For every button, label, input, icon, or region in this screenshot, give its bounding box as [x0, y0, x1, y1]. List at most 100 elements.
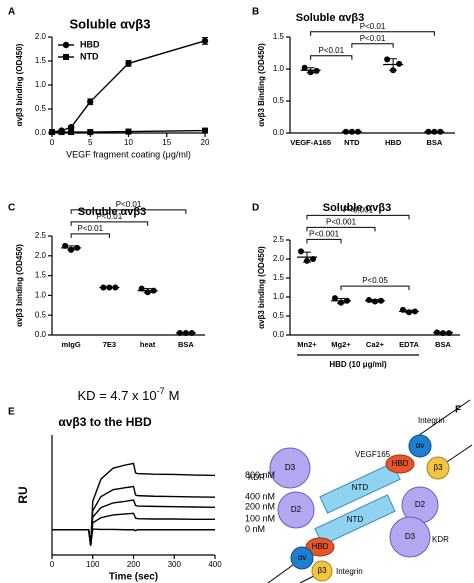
- significance-label: P<0.01: [318, 46, 344, 55]
- panel-label: C: [8, 203, 15, 214]
- series-label: 100 nM: [245, 514, 275, 524]
- dot: [354, 128, 361, 135]
- x-tick-label: Ca2+: [366, 340, 385, 349]
- annotation-text: KD = 4.7 x 10: [78, 388, 157, 403]
- x-tick-label: BSA: [435, 340, 451, 349]
- significance-label: P<0.01: [116, 200, 142, 209]
- dot: [437, 128, 444, 135]
- x-tick-label: EDTA: [399, 340, 419, 349]
- significance-label: P<0.01: [77, 224, 103, 233]
- x-tick-label: VEGF-A165: [290, 138, 331, 147]
- marker: [87, 129, 94, 136]
- dot: [298, 248, 304, 255]
- annotation-exponent: -7: [157, 386, 165, 396]
- dot: [412, 308, 418, 315]
- y-tick-label: 2.0: [35, 251, 47, 260]
- panel-label: D: [252, 203, 259, 214]
- y-tick-label: 1.0: [273, 292, 285, 301]
- series-line: [52, 462, 216, 546]
- chart-title: Soluble αvβ3: [323, 202, 392, 214]
- dot: [431, 128, 438, 135]
- dot: [182, 330, 189, 337]
- dot: [313, 67, 320, 74]
- diagram-label: β3: [317, 566, 327, 575]
- dot: [106, 284, 113, 291]
- y-tick-label: 0.0: [35, 330, 47, 339]
- series-line: [51, 40, 206, 133]
- significance-bracket: [306, 214, 410, 220]
- y-tick-label: 1.5: [35, 56, 47, 65]
- x-tick-label: 200: [127, 560, 141, 569]
- diagram-label: NTD: [347, 515, 364, 524]
- x-tick-label: Mg2+: [331, 340, 351, 349]
- x-tick-label: 10: [124, 138, 133, 147]
- marker: [201, 37, 209, 45]
- significance-bracket: [306, 238, 342, 244]
- dot: [434, 329, 440, 336]
- y-tick-label: 0.5: [35, 104, 47, 113]
- dot: [400, 306, 406, 313]
- dot: [390, 67, 397, 74]
- series-line: [52, 528, 215, 546]
- dot: [446, 330, 452, 337]
- dot: [366, 297, 372, 304]
- series-label: 0 nM: [245, 524, 265, 534]
- significance-label: P<0.001: [343, 206, 374, 215]
- chart-title: Soluble αvβ3: [78, 206, 147, 218]
- y-axis-label: RU: [16, 486, 30, 503]
- diagram-label: αv: [416, 441, 425, 450]
- x-tick-label: BSA: [178, 340, 194, 349]
- panel-label: E: [8, 407, 15, 418]
- dot: [338, 299, 344, 306]
- chart-title: Soluble αvβ3: [296, 12, 365, 24]
- panel-label: B: [252, 7, 259, 18]
- dot: [440, 330, 446, 337]
- significance-label: P<0.001: [326, 218, 357, 227]
- ntd-domain: [314, 494, 396, 546]
- marker: [68, 129, 75, 136]
- y-tick-label: 0.0: [273, 330, 285, 339]
- legend-marker: [62, 41, 70, 49]
- diagram-label: D2: [415, 500, 426, 509]
- diagram-label: KDR: [248, 473, 265, 482]
- significance-bracket: [310, 31, 435, 36]
- series-line: [52, 485, 216, 546]
- y-tick-label: 2.0: [273, 254, 285, 263]
- dot: [188, 330, 195, 337]
- y-tick-label: 0.0: [273, 128, 285, 137]
- diagram-label: HBD: [312, 542, 329, 551]
- annotation-unit: M: [169, 388, 180, 403]
- significance-label: P<0.01: [360, 34, 386, 43]
- dot: [378, 297, 384, 304]
- y-axis-label: αvβ3 binding (OD450): [15, 43, 24, 126]
- dot: [384, 56, 391, 63]
- y-tick-label: 1.0: [273, 64, 285, 73]
- chart-title: αvβ3 to the HBD: [58, 415, 152, 429]
- series-label: 400 nM: [245, 492, 275, 502]
- x-tick-label: 300: [168, 560, 182, 569]
- marker: [49, 129, 55, 136]
- x-tick-label: 100: [86, 560, 100, 569]
- x-tick-label: 5: [88, 138, 93, 147]
- y-axis-label: αvβ3 binding (OD450): [15, 244, 24, 327]
- dot: [372, 298, 378, 305]
- significance-bracket: [70, 209, 187, 214]
- marker: [58, 129, 65, 136]
- marker: [87, 98, 94, 106]
- y-tick-label: 1.5: [273, 32, 285, 41]
- y-tick-label: 0.0: [35, 128, 47, 137]
- y-axis-label: αvβ3 Binding (OD450): [257, 43, 266, 127]
- legend-marker: [63, 54, 69, 60]
- significance-bracket: [306, 226, 376, 232]
- integrin-beta: [426, 456, 450, 480]
- kdr-domain: [277, 491, 315, 529]
- significance-label: P<0.001: [309, 230, 340, 239]
- series-line: [52, 499, 216, 546]
- dot: [138, 285, 145, 292]
- diagram-label: NTD: [352, 483, 369, 492]
- dot: [144, 289, 151, 296]
- x-tick-label: HBD: [385, 138, 402, 147]
- y-tick-label: 2.5: [273, 235, 285, 244]
- dot: [406, 309, 412, 316]
- x-tick-label: 0: [50, 560, 55, 569]
